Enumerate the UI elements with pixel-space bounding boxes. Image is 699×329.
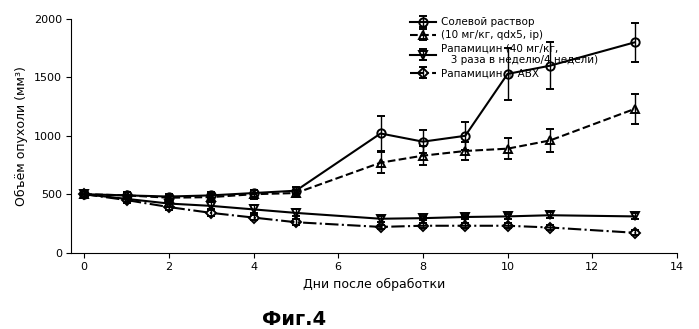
Legend: Солевой раствор, (10 мг/кг, qdx5, ip), Рапамицин (40 мг/кг,
   3 раза в неделю/4: Солевой раствор, (10 мг/кг, qdx5, ip), Р… <box>410 17 598 78</box>
Text: Фиг.4: Фиг.4 <box>261 310 326 329</box>
X-axis label: Дни после обработки: Дни после обработки <box>303 278 445 291</box>
Y-axis label: Объём опухоли (мм³): Объём опухоли (мм³) <box>15 66 28 206</box>
